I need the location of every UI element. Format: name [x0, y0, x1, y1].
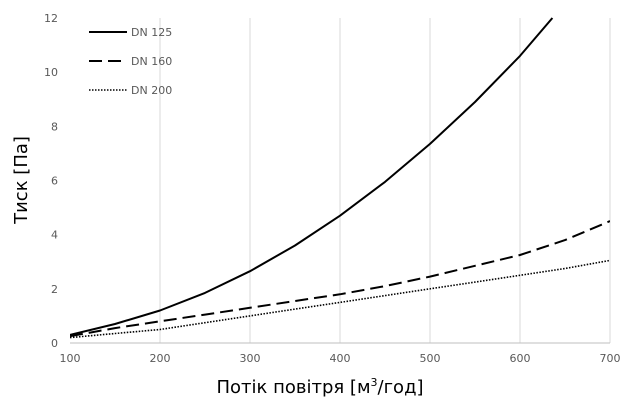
x-tick-label: 600: [510, 352, 531, 365]
series-line-2: [70, 259, 610, 339]
legend-label: DN 160: [131, 55, 172, 68]
x-tick-label: 400: [330, 352, 351, 365]
x-axis-title-main: Потік повітря [м: [216, 377, 370, 398]
legend: DN 125 DN 160 DN 200: [89, 26, 172, 97]
y-tick-labels: 0 2 4 6 8 10 12: [44, 12, 58, 350]
grid: [159, 18, 611, 343]
legend-label: DN 125: [131, 26, 172, 39]
x-tick-label: 100: [60, 352, 81, 365]
y-tick-label: 8: [51, 120, 58, 133]
series-line-0: [70, 17, 554, 336]
y-tick-label: 10: [44, 66, 58, 79]
y-tick-label: 4: [51, 229, 58, 242]
legend-label: DN 200: [131, 84, 172, 97]
x-tick-label: 500: [420, 352, 441, 365]
y-tick-label: 6: [51, 175, 58, 188]
x-axis-title: Потік повітря [м3/год]: [216, 376, 423, 398]
series-line-1: [70, 220, 610, 338]
x-tick-label: 700: [600, 352, 621, 365]
y-tick-label: 12: [44, 12, 58, 25]
y-axis-title: Тиск [Па]: [11, 136, 32, 225]
x-tick-label: 300: [240, 352, 261, 365]
x-axis-title-sup: 3: [371, 376, 378, 389]
x-axis-title-tail: /год]: [378, 377, 424, 398]
x-tick-label: 200: [150, 352, 171, 365]
x-tick-labels: 100 200 300 400 500 600 700: [60, 352, 621, 365]
y-tick-label: 2: [51, 283, 58, 296]
y-tick-label: 0: [51, 337, 58, 350]
series-group: [70, 17, 610, 339]
